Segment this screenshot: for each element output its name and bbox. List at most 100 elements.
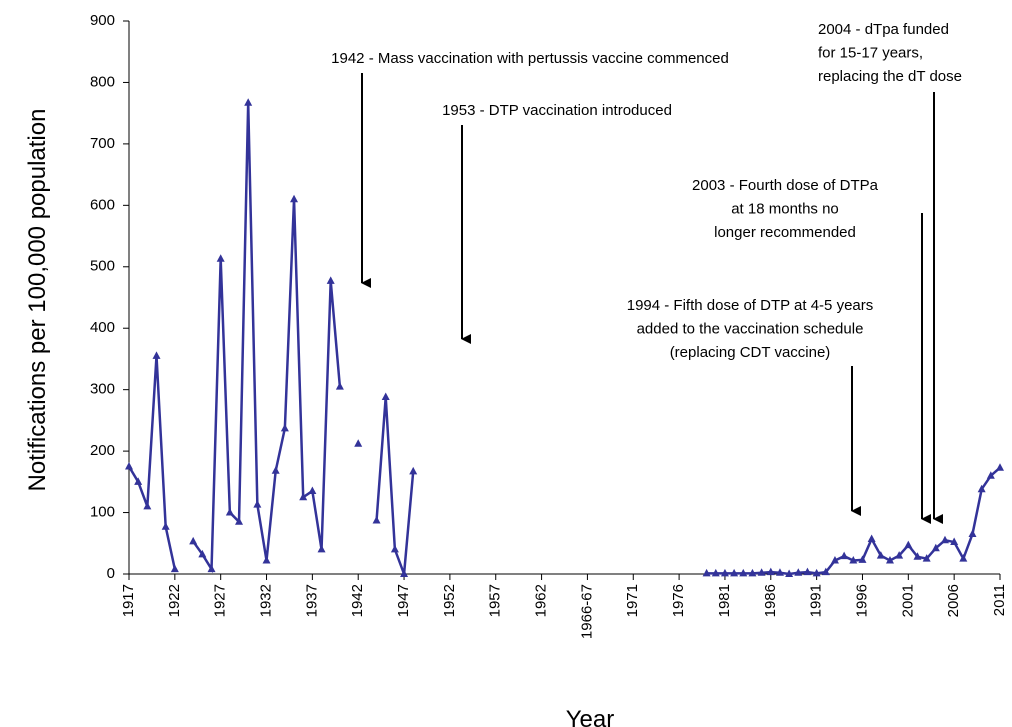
y-tick-label: 700 xyxy=(90,135,115,152)
data-point xyxy=(271,466,280,474)
annotation: 2003 - Fourth dose of DTPa xyxy=(692,177,879,194)
annotation: replacing the dT dose xyxy=(818,68,962,85)
data-point xyxy=(335,382,344,390)
data-point xyxy=(143,501,152,510)
x-tick-label: 1981 xyxy=(716,584,733,617)
data-point xyxy=(711,568,720,577)
data-point xyxy=(830,555,839,564)
y-tick-label: 0 xyxy=(107,565,115,582)
data-point xyxy=(207,564,216,573)
data-point xyxy=(308,486,317,495)
data-point xyxy=(739,568,748,577)
x-tick-label: 1991 xyxy=(808,584,825,617)
y-tick-label: 900 xyxy=(90,12,115,29)
data-point xyxy=(766,567,775,576)
data-point xyxy=(904,540,913,549)
annotation: longer recommended xyxy=(714,224,856,241)
data-point xyxy=(262,555,271,564)
y-tick-label: 800 xyxy=(90,73,115,90)
data-point xyxy=(840,551,849,560)
data-point xyxy=(134,477,143,485)
x-tick-label: 2006 xyxy=(945,584,962,617)
data-point xyxy=(390,544,399,553)
data-point xyxy=(400,569,409,577)
data-point xyxy=(409,466,418,475)
data-point xyxy=(803,567,812,576)
data-point xyxy=(785,569,794,577)
annotation: 1994 - Fifth dose of DTP at 4-5 years xyxy=(627,297,874,314)
data-point xyxy=(244,98,253,106)
data-point xyxy=(299,492,308,501)
data-point xyxy=(702,568,711,577)
data-point xyxy=(968,529,977,538)
data-point xyxy=(996,463,1004,471)
data-point xyxy=(720,568,729,577)
series-line xyxy=(127,102,1001,576)
data-point xyxy=(931,543,940,552)
x-tick-label: 1922 xyxy=(166,584,183,617)
y-tick-label: 300 xyxy=(90,381,115,398)
data-point xyxy=(235,517,244,525)
data-point xyxy=(812,568,821,577)
x-tick-label: 1942 xyxy=(349,584,366,617)
x-tick-label: 1971 xyxy=(624,584,641,617)
data-point xyxy=(326,276,335,284)
data-point xyxy=(986,471,995,479)
data-point xyxy=(876,551,885,559)
x-tick-label: 1947 xyxy=(395,584,412,617)
data-point xyxy=(775,568,784,576)
annotation: added to the vaccination schedule xyxy=(637,321,864,338)
data-point xyxy=(253,500,262,508)
data-point xyxy=(885,555,894,564)
annotation: 1953 - DTP vaccination introduced xyxy=(442,102,672,119)
y-axis-label: Notifications per 100,000 population xyxy=(24,109,51,492)
data-point xyxy=(977,484,986,493)
data-point xyxy=(821,567,830,576)
data-point xyxy=(730,568,739,577)
x-tick-label: 1966-67 xyxy=(578,584,595,639)
x-tick-label: 1937 xyxy=(303,584,320,617)
data-point xyxy=(225,508,234,516)
x-tick-label: 1927 xyxy=(212,584,229,617)
data-point xyxy=(867,534,876,542)
y-tick-label: 100 xyxy=(90,504,115,521)
data-point xyxy=(849,555,858,564)
data-point xyxy=(372,516,381,524)
x-tick-label: 1996 xyxy=(853,584,870,617)
data-point xyxy=(125,461,133,470)
x-tick-label: 1952 xyxy=(441,584,458,617)
x-tick-label: 1957 xyxy=(487,584,504,617)
data-point xyxy=(161,522,170,530)
x-tick-label: 1932 xyxy=(257,584,274,617)
x-axis-label: Year xyxy=(566,706,615,727)
x-tick-label: 1986 xyxy=(762,584,779,617)
data-point xyxy=(940,535,949,544)
annotation: for 15-17 years, xyxy=(818,45,923,62)
data-point xyxy=(189,536,198,545)
data-point xyxy=(381,392,390,401)
data-point xyxy=(794,568,803,576)
x-tick-label: 1976 xyxy=(670,584,687,617)
data-point xyxy=(895,551,904,559)
annotation: 1942 - Mass vaccination with pertussis v… xyxy=(331,50,729,67)
data-point xyxy=(757,568,766,576)
data-point xyxy=(198,549,207,558)
x-tick-label: 1962 xyxy=(533,584,550,617)
data-point xyxy=(170,564,179,573)
data-point xyxy=(280,423,289,432)
data-point xyxy=(152,351,161,359)
y-tick-label: 600 xyxy=(90,196,115,213)
x-tick-label: 1917 xyxy=(120,584,137,617)
y-tick-label: 500 xyxy=(90,258,115,275)
data-point xyxy=(913,552,922,560)
data-point xyxy=(216,254,225,262)
x-tick-label: 2001 xyxy=(899,584,916,617)
data-point xyxy=(922,554,931,562)
data-point xyxy=(354,439,363,447)
data-point xyxy=(290,194,299,203)
annotation: (replacing CDT vaccine) xyxy=(670,344,831,361)
data-point xyxy=(950,537,959,546)
annotation: 2004 - dTpa funded xyxy=(818,21,949,38)
x-tick-label: 2011 xyxy=(991,584,1008,616)
